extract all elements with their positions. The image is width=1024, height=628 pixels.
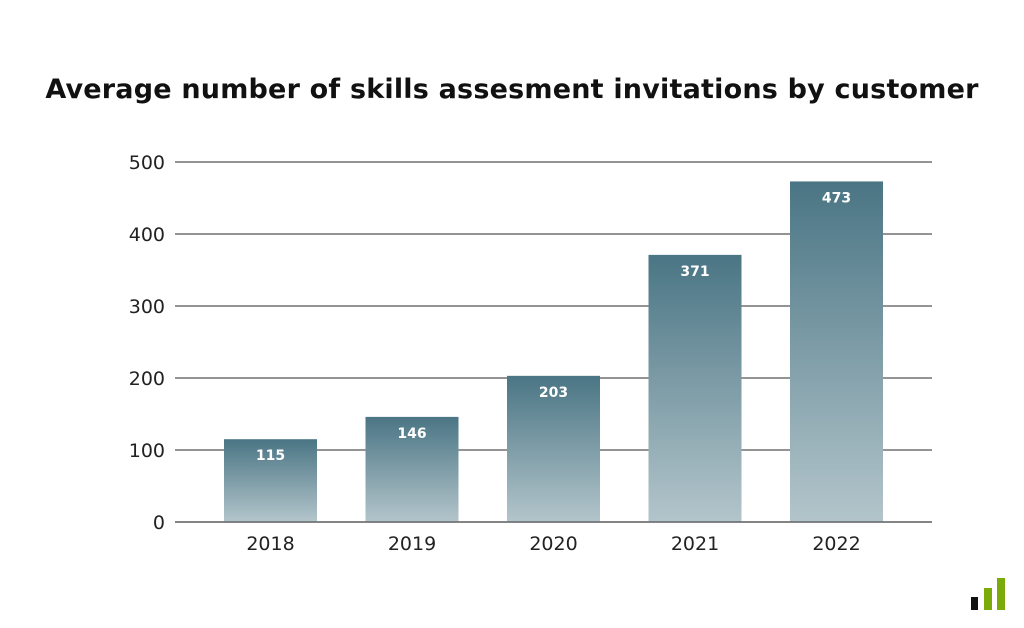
- y-tick-label: 0: [153, 512, 165, 534]
- chart-title: Average number of skills assesment invit…: [45, 74, 979, 105]
- x-tick-label: 2022: [812, 533, 860, 555]
- data-label: 203: [539, 385, 568, 401]
- x-tick-label: 2021: [671, 533, 719, 555]
- data-label: 371: [680, 264, 709, 280]
- bar-2021: [648, 254, 742, 522]
- y-tick-label: 300: [129, 296, 165, 318]
- y-tick-label: 500: [129, 152, 165, 174]
- logo-bar: [997, 578, 1005, 610]
- y-tick-label: 200: [129, 368, 165, 390]
- y-tick-label: 400: [129, 224, 165, 246]
- x-tick-label: 2019: [388, 533, 436, 555]
- logo-bar: [984, 588, 992, 610]
- bar-2019: [365, 416, 459, 522]
- y-tick-label: 100: [129, 440, 165, 462]
- data-label: 146: [397, 426, 426, 442]
- bar-2022: [790, 181, 883, 522]
- x-tick-label: 2020: [529, 533, 577, 555]
- bar-2018: [224, 439, 317, 522]
- data-label: 473: [822, 190, 851, 206]
- data-label: 115: [256, 448, 285, 464]
- bar-2020: [507, 375, 600, 522]
- x-tick-label: 2018: [246, 533, 294, 555]
- logo-bars-icon: [971, 578, 1005, 610]
- logo-bar: [971, 597, 978, 610]
